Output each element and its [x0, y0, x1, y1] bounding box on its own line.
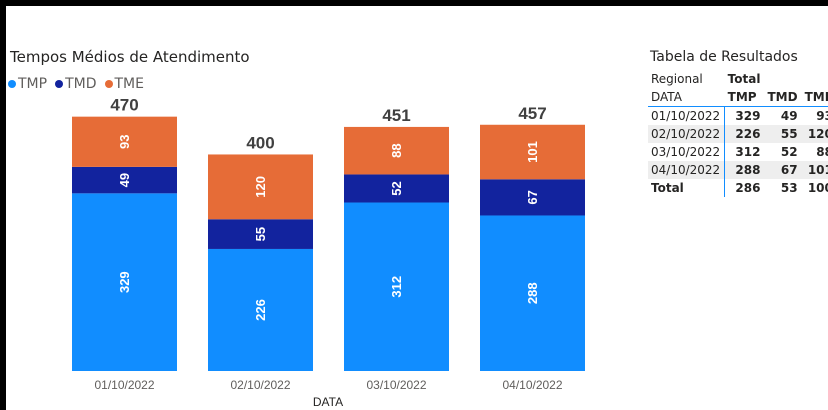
table-header-row-1: Regional Total [648, 70, 828, 88]
data-label-tmd: 49 [117, 173, 132, 187]
bar-segment-tmd[interactable] [480, 179, 585, 216]
chart-title: Tempos Médios de Atendimento [10, 48, 250, 66]
bar-segment-tmd[interactable] [208, 219, 313, 249]
x-tick-label: 01/10/2022 [94, 378, 154, 392]
total-tmp: 286 [724, 179, 765, 197]
cell-tmd: 67 [764, 161, 802, 179]
bar-segment-tmp[interactable] [480, 215, 585, 371]
data-label-tmd: 67 [525, 190, 540, 204]
bar-segment-tmp[interactable] [208, 248, 313, 371]
legend-dot-tme-icon [104, 80, 113, 88]
data-label-tmp: 312 [389, 276, 404, 298]
bar-segment-tme[interactable] [72, 116, 177, 167]
cell-tme: 120 [801, 125, 828, 143]
header-col-tme: TME [801, 88, 828, 107]
total-tmd: 53 [764, 179, 802, 197]
data-label-tmp: 226 [253, 299, 268, 321]
row-date: 02/10/2022 [648, 125, 726, 143]
legend-label-tme: TME [114, 76, 144, 92]
cell-tmp: 288 [724, 161, 765, 179]
table-title: Tabela de Resultados [650, 49, 798, 65]
data-label-tme: 93 [117, 135, 132, 149]
bar-segment-tme[interactable] [208, 154, 313, 220]
cell-tme: 88 [801, 143, 828, 161]
bar-segment-tmp[interactable] [344, 202, 449, 371]
table-row[interactable]: 01/10/2022 329 49 93 [648, 106, 828, 125]
row-date: 04/10/2022 [648, 161, 726, 179]
row-date: 03/10/2022 [648, 143, 726, 161]
bar-segment-tmd[interactable] [72, 166, 177, 194]
cell-tme: 101 [801, 161, 828, 179]
table-total-row: Total 286 53 100 [648, 179, 828, 197]
bar-segment-tme[interactable] [480, 124, 585, 180]
header-regional: Regional [651, 72, 703, 86]
x-tick-label: 02/10/2022 [230, 378, 290, 392]
total-tme: 100 [801, 179, 828, 197]
header-col-tmd: TMD [764, 88, 802, 107]
data-label-tme: 120 [253, 176, 268, 198]
legend-item-tmp[interactable]: TMP [8, 76, 47, 92]
total-label: 470 [110, 96, 138, 115]
x-axis-title: DATA [313, 395, 343, 409]
total-label: 457 [518, 104, 546, 123]
table-row[interactable]: 02/10/2022 226 55 120 [648, 125, 828, 143]
bar-segment-tme[interactable] [344, 126, 449, 175]
results-table: Regional Total DATA TMP TMD TME 01/10/20… [648, 70, 828, 197]
chart-legend[interactable]: TMP TMD TME [8, 76, 144, 92]
cell-tmp: 226 [724, 125, 765, 143]
legend-dot-tmd-icon [55, 80, 64, 88]
legend-dot-tmp-icon [8, 80, 16, 88]
data-label-tmp: 288 [525, 282, 540, 304]
data-label-tme: 88 [389, 143, 404, 157]
data-label-tmp: 329 [117, 271, 132, 293]
total-label: 400 [246, 133, 274, 152]
cell-tmp: 329 [724, 106, 765, 125]
cell-tme: 93 [801, 106, 828, 125]
x-tick-label: 03/10/2022 [366, 378, 426, 392]
total-label: Total [648, 179, 726, 197]
header-col-tmp: TMP [724, 88, 765, 107]
data-label-tmd: 55 [253, 227, 268, 241]
total-label: 451 [382, 106, 410, 125]
header-data: DATA [648, 88, 725, 107]
cell-tmd: 49 [764, 106, 802, 125]
legend-item-tme[interactable]: TME [104, 76, 144, 92]
header-total-group: Total [727, 72, 761, 86]
data-label-tme: 101 [525, 141, 540, 163]
cell-tmp: 312 [724, 143, 765, 161]
data-label-tmd: 52 [389, 181, 404, 195]
table-row[interactable]: 03/10/2022 312 52 88 [648, 143, 828, 161]
cell-tmd: 55 [764, 125, 802, 143]
legend-label-tmd: TMD [65, 76, 97, 92]
legend-item-tmd[interactable]: TMD [55, 76, 97, 92]
bar-segment-tmp[interactable] [72, 193, 177, 371]
cell-tmd: 52 [764, 143, 802, 161]
row-date: 01/10/2022 [648, 106, 726, 125]
bar-segment-tmd[interactable] [344, 174, 449, 203]
table-row[interactable]: 04/10/2022 288 67 101 [648, 161, 828, 179]
legend-label-tmp: TMP [18, 76, 48, 92]
x-tick-label: 04/10/2022 [502, 378, 562, 392]
table-header-row-2: DATA TMP TMD TME [648, 88, 828, 107]
stacked-bar-chart: 329 49 93 470 01/10/2022 226 55 120 400 02/10/202… [72, 96, 585, 409]
